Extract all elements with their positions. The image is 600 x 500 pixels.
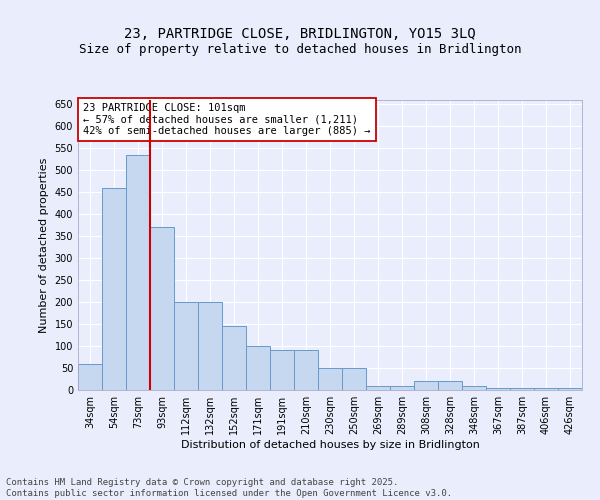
Bar — [102, 188, 126, 390]
Bar — [222, 326, 246, 390]
Bar — [318, 368, 342, 390]
Bar — [126, 155, 150, 390]
Bar — [342, 368, 366, 390]
Bar — [534, 388, 558, 390]
Bar — [510, 388, 534, 390]
Text: Contains HM Land Registry data © Crown copyright and database right 2025.
Contai: Contains HM Land Registry data © Crown c… — [6, 478, 452, 498]
Bar — [390, 386, 414, 390]
Text: 23, PARTRIDGE CLOSE, BRIDLINGTON, YO15 3LQ: 23, PARTRIDGE CLOSE, BRIDLINGTON, YO15 3… — [124, 28, 476, 42]
Bar — [150, 228, 174, 390]
Bar — [486, 388, 510, 390]
Bar — [174, 302, 198, 390]
Bar — [438, 381, 462, 390]
Bar — [246, 346, 270, 390]
Bar — [270, 350, 294, 390]
Bar — [366, 386, 390, 390]
Text: Size of property relative to detached houses in Bridlington: Size of property relative to detached ho… — [79, 42, 521, 56]
Y-axis label: Number of detached properties: Number of detached properties — [39, 158, 49, 332]
X-axis label: Distribution of detached houses by size in Bridlington: Distribution of detached houses by size … — [181, 440, 479, 450]
Bar — [414, 381, 438, 390]
Bar — [294, 350, 318, 390]
Bar — [198, 302, 222, 390]
Bar — [462, 386, 486, 390]
Bar — [78, 364, 102, 390]
Text: 23 PARTRIDGE CLOSE: 101sqm
← 57% of detached houses are smaller (1,211)
42% of s: 23 PARTRIDGE CLOSE: 101sqm ← 57% of deta… — [83, 103, 371, 136]
Bar — [558, 388, 582, 390]
